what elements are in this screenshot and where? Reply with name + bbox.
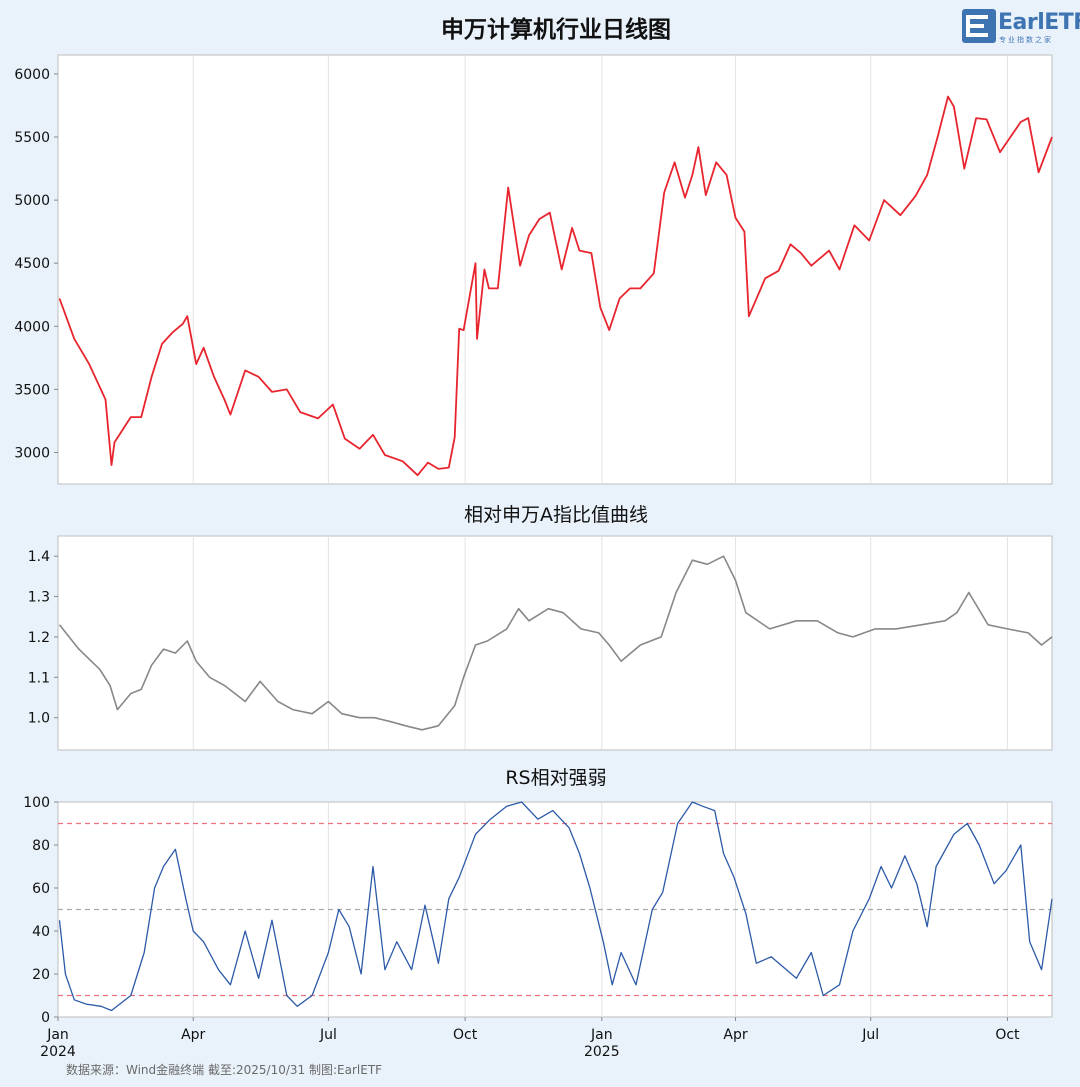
rs-ytick-label: 80 xyxy=(32,838,50,854)
ratio-ytick-label: 1.0 xyxy=(28,711,50,727)
xtick-label: Oct xyxy=(995,1027,1020,1043)
ratio-panel: 1.0 1.1 1.2 1.3 1.4 xyxy=(28,535,1053,751)
price-ytick-label: 6000 xyxy=(14,67,50,83)
logo-text: EarlETF xyxy=(998,10,1080,35)
ratio-ytick-label: 1.1 xyxy=(28,670,50,686)
ratio-chart-title: 相对申万A指比值曲线 xyxy=(464,504,648,526)
rs-series-line xyxy=(58,801,1053,1012)
ratio-ytick-label: 1.4 xyxy=(28,549,50,565)
rs-ytick-label: 60 xyxy=(32,881,50,897)
rs-ytick-label: 20 xyxy=(32,967,50,983)
price-ytick-label: 3500 xyxy=(14,382,50,398)
rs-panel: 0 20 40 60 80 100 xyxy=(23,795,1053,1026)
xtick-label: Apr xyxy=(723,1027,747,1043)
xtick-year-label: 2025 xyxy=(584,1044,620,1060)
earletf-logo: EarlETF 专业指数之家 xyxy=(962,9,1080,45)
xtick-label: Oct xyxy=(453,1027,478,1043)
xtick-year-label: 2024 xyxy=(40,1044,76,1060)
logo-subtext: 专业指数之家 xyxy=(999,36,1053,44)
main-chart-title: 申万计算机行业日线图 xyxy=(441,16,671,43)
price-series-line xyxy=(58,95,1053,477)
price-ytick-label: 3000 xyxy=(14,445,50,461)
price-ytick-label: 4000 xyxy=(14,319,50,335)
price-ytick-label: 5500 xyxy=(14,130,50,146)
ratio-plot-area xyxy=(57,535,1053,751)
xtick-label: Jan xyxy=(46,1027,69,1043)
price-plot-area xyxy=(57,54,1053,485)
price-ytick-label: 5000 xyxy=(14,193,50,209)
xtick-label: Apr xyxy=(181,1027,205,1043)
price-panel: 3000 3500 4000 4500 5000 5500 6000 xyxy=(14,54,1053,485)
ratio-ytick-label: 1.3 xyxy=(28,590,50,606)
xtick-label: Jan xyxy=(590,1027,613,1043)
rs-chart-title: RS相对强弱 xyxy=(505,767,606,789)
price-ytick-label: 4500 xyxy=(14,256,50,272)
rs-ytick-label: 0 xyxy=(41,1010,50,1026)
rs-ytick-label: 100 xyxy=(23,795,50,811)
xtick-label: Jul xyxy=(319,1027,337,1043)
xtick-label: Jul xyxy=(861,1027,879,1043)
rs-ytick-label: 40 xyxy=(32,924,50,940)
logo-icon xyxy=(962,9,996,43)
ratio-ytick-label: 1.2 xyxy=(28,630,50,646)
data-source-note: 数据来源：Wind金融终端 截至:2025/10/31 制图:EarlETF xyxy=(66,1063,383,1077)
ratio-series-line xyxy=(58,555,1053,731)
